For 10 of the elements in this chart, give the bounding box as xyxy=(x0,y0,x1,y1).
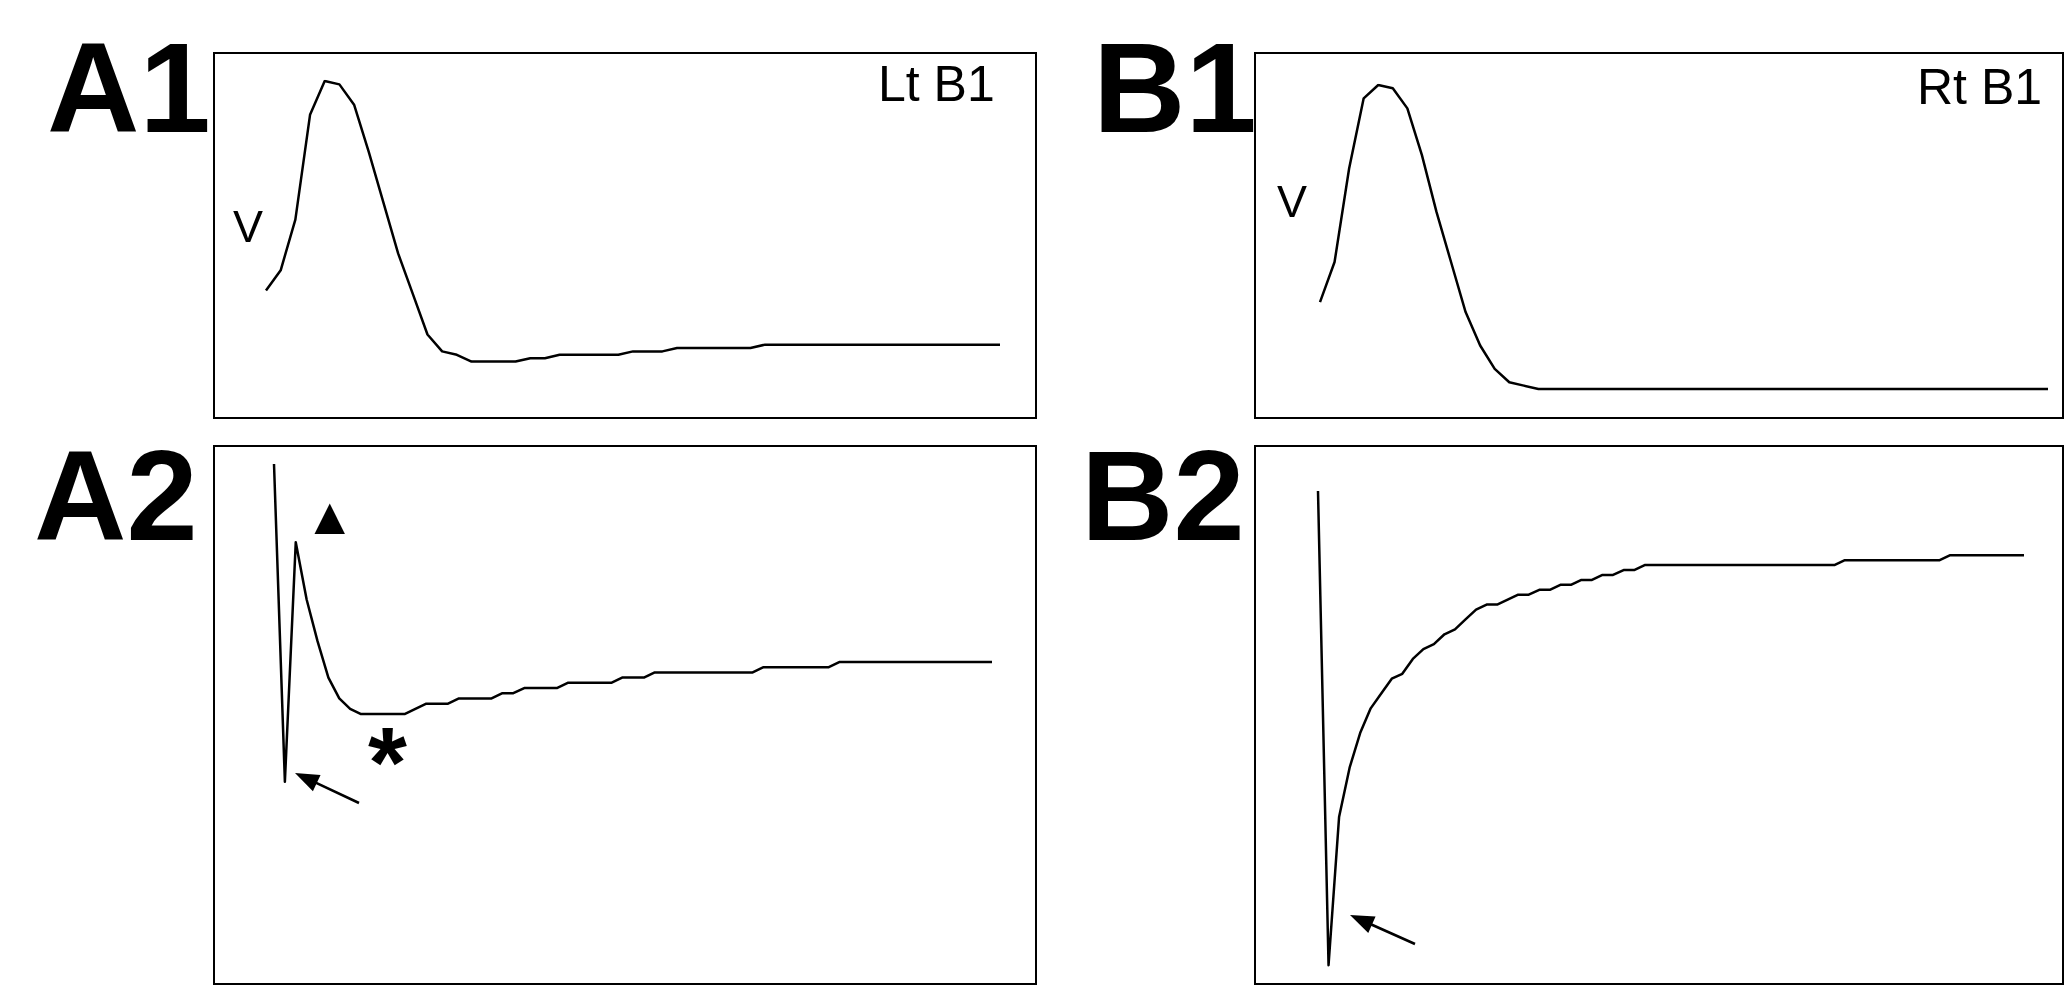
chart-title: A1 xyxy=(47,15,211,159)
annotation: Lt B1 xyxy=(878,56,995,112)
chart-title: B1 xyxy=(1093,15,1257,159)
annotation: * xyxy=(368,706,407,818)
annotation: ▲ xyxy=(304,487,356,545)
text: V xyxy=(1277,176,1308,227)
chart-title: A2 xyxy=(34,423,198,567)
chart-title: B2 xyxy=(1081,423,1245,567)
annotation: V xyxy=(233,201,264,252)
annotation: Rt B1 xyxy=(1917,59,2043,115)
